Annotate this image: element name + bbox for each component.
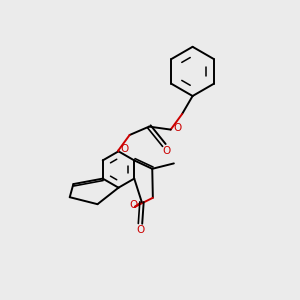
Text: O: O (173, 123, 182, 133)
Text: O: O (137, 225, 145, 235)
Text: O: O (129, 200, 137, 210)
Text: O: O (121, 144, 129, 154)
Text: O: O (162, 146, 171, 156)
